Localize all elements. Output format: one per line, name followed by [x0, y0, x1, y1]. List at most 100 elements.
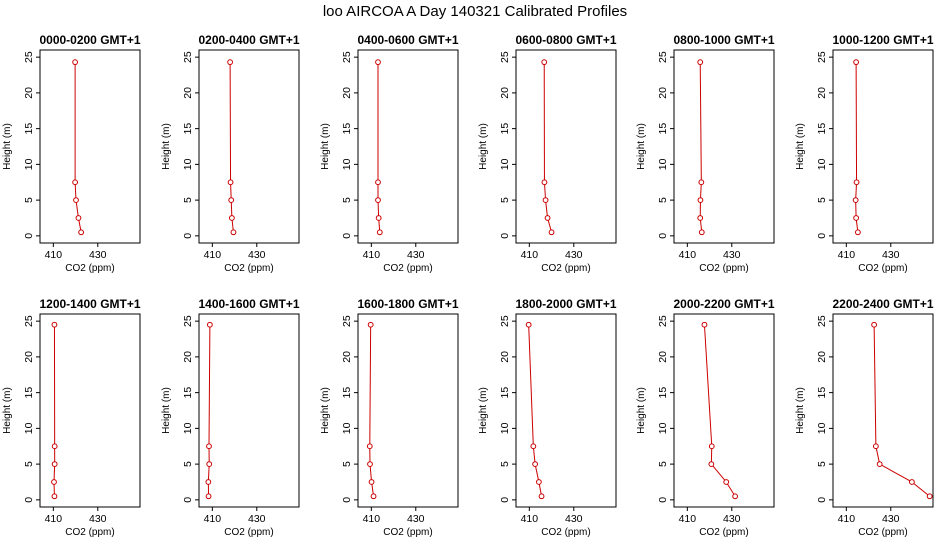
- panel-title: 1800-2000 GMT+1: [515, 297, 616, 311]
- x-tick-label: 430: [723, 513, 741, 525]
- y-tick-label: 15: [341, 123, 353, 135]
- y-tick-label: 5: [657, 461, 669, 467]
- y-tick-label: 25: [23, 51, 35, 63]
- data-point: [205, 493, 212, 500]
- y-axis-label: Height (m): [2, 387, 13, 434]
- y-tick-label: 5: [816, 461, 828, 467]
- y-axis-label: Height (m): [478, 387, 489, 434]
- y-tick-label: 25: [816, 51, 828, 63]
- data-point: [206, 321, 213, 328]
- data-point: [228, 215, 235, 221]
- y-tick-label: 10: [341, 158, 353, 170]
- series-line-segment: [53, 464, 56, 483]
- y-tick-label: 0: [499, 497, 511, 503]
- data-point: [72, 179, 79, 186]
- data-point: [853, 179, 860, 186]
- data-point: [701, 321, 708, 328]
- x-axis-label: CO2 (ppm): [858, 527, 907, 538]
- y-tick-label: 15: [499, 123, 511, 135]
- data-point: [697, 197, 704, 204]
- plot-frame: [832, 49, 934, 244]
- x-tick-label: 430: [248, 513, 266, 525]
- y-tick-label: 0: [341, 233, 353, 239]
- plot-frame: [673, 49, 775, 244]
- x-tick-label: 430: [882, 249, 900, 261]
- x-tick-label: 410: [679, 249, 697, 261]
- data-point: [375, 215, 382, 221]
- panel-title: 1600-1800 GMT+1: [357, 297, 458, 311]
- x-axis-label: CO2 (ppm): [383, 263, 432, 274]
- y-tick-label: 10: [341, 422, 353, 434]
- y-tick-label: 10: [816, 158, 828, 170]
- y-tick-label: 5: [499, 197, 511, 203]
- data-point: [51, 493, 58, 500]
- plot-frame: [673, 313, 775, 508]
- series-line-segment: [699, 182, 702, 201]
- plot-frame: [832, 313, 934, 508]
- profile-panel: 1600-1800 GMT+1 0 5 10 15 20 25 410 430 CO2 (ppm)…: [320, 297, 459, 538]
- y-tick-label: 25: [657, 51, 669, 63]
- data-point: [535, 479, 542, 485]
- series-line-segment: [208, 324, 211, 447]
- data-point: [51, 443, 58, 450]
- y-tick-label: 5: [23, 461, 35, 467]
- data-point: [853, 59, 860, 66]
- x-tick-label: 410: [838, 513, 856, 525]
- y-tick-label: 10: [657, 158, 669, 170]
- data-point: [723, 479, 730, 485]
- data-point: [51, 321, 58, 328]
- x-tick-label: 410: [204, 513, 222, 525]
- data-point: [51, 461, 58, 468]
- data-point: [538, 493, 545, 500]
- data-point: [206, 461, 213, 468]
- data-point: [541, 179, 548, 186]
- y-tick-label: 15: [657, 387, 669, 399]
- series-line-segment: [710, 463, 727, 483]
- y-tick-label: 10: [499, 422, 511, 434]
- profile-panel: 1000-1200 GMT+1 0 5 10 15 20 25 410 430 CO2 (ppm)…: [795, 33, 934, 274]
- x-axis-label: CO2 (ppm): [383, 527, 432, 538]
- x-tick-label: 410: [45, 513, 63, 525]
- y-axis-label: Height (m): [2, 123, 13, 170]
- y-tick-label: 0: [182, 497, 194, 503]
- profile-panel: 1400-1600 GMT+1 0 5 10 15 20 25 410 430 CO2 (ppm)…: [161, 297, 300, 538]
- series-line-segment: [534, 464, 540, 483]
- x-tick-label: 410: [521, 249, 539, 261]
- y-axis-label: Height (m): [161, 387, 172, 434]
- data-point: [708, 461, 715, 468]
- x-axis-label: CO2 (ppm): [699, 263, 748, 274]
- y-tick-label: 25: [657, 315, 669, 327]
- plot-frame: [357, 313, 459, 508]
- y-tick-label: 15: [499, 387, 511, 399]
- y-tick-label: 10: [816, 422, 828, 434]
- y-tick-label: 5: [657, 197, 669, 203]
- y-tick-label: 25: [341, 315, 353, 327]
- x-tick-label: 430: [89, 249, 107, 261]
- data-point: [375, 179, 381, 186]
- series-line-segment: [873, 324, 877, 447]
- data-point: [853, 215, 860, 221]
- y-tick-label: 15: [657, 123, 669, 135]
- y-tick-label: 5: [182, 197, 194, 203]
- y-axis-label: Height (m): [320, 123, 331, 170]
- data-point: [530, 443, 537, 450]
- x-tick-label: 430: [248, 249, 266, 261]
- data-point: [375, 197, 381, 204]
- x-tick-label: 410: [363, 249, 381, 261]
- plot-frame: [515, 49, 617, 244]
- profile-panel: 0400-0600 GMT+1 0 5 10 15 20 25 410 430 CO2 (ppm)…: [320, 33, 459, 274]
- plot-frame: [198, 49, 300, 244]
- panel-title: 1400-1600 GMT+1: [198, 297, 299, 311]
- y-axis-label: Height (m): [478, 123, 489, 170]
- y-tick-label: 25: [341, 51, 353, 63]
- data-point: [871, 321, 878, 328]
- x-axis-label: CO2 (ppm): [224, 263, 273, 274]
- x-axis-label: CO2 (ppm): [541, 527, 590, 538]
- y-tick-label: 20: [182, 87, 194, 99]
- y-tick-label: 25: [182, 51, 194, 63]
- plot-frame: [198, 313, 300, 508]
- x-axis-label: CO2 (ppm): [65, 263, 114, 274]
- series-line-segment: [75, 200, 79, 219]
- y-tick-label: 5: [23, 197, 35, 203]
- plot-frame: [357, 49, 459, 244]
